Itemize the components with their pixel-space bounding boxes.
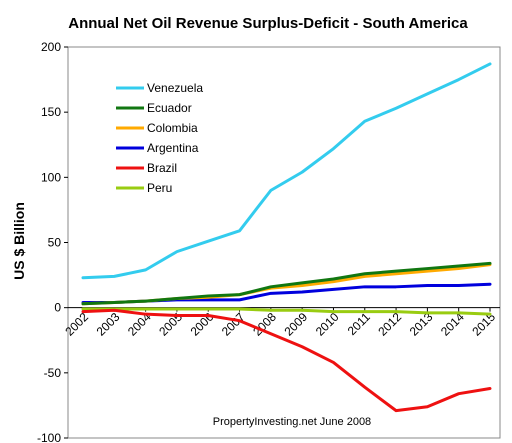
legend-label-venezuela: Venezuela — [147, 81, 203, 95]
y-tick-label: 0 — [54, 301, 61, 315]
legend-label-ecuador: Ecuador — [147, 101, 192, 115]
series-line-brazil — [81, 308, 492, 413]
x-tick-label: 2009 — [281, 310, 310, 339]
series-line-peru — [81, 307, 492, 316]
x-tick-label: 2012 — [375, 310, 404, 339]
x-tick-label: 2007 — [219, 310, 248, 339]
y-tick-label: 200 — [41, 40, 61, 54]
legend-label-brazil: Brazil — [147, 161, 177, 175]
y-axis-label: US $ Billion — [11, 202, 27, 280]
y-tick-label: 50 — [48, 236, 62, 250]
x-tick-label: 2010 — [313, 310, 342, 339]
series-line-venezuela — [81, 62, 492, 280]
y-tick-label: 100 — [41, 170, 61, 184]
chart-title: Annual Net Oil Revenue Surplus-Deficit -… — [68, 15, 468, 32]
legend-label-argentina: Argentina — [147, 141, 199, 155]
plot-frame — [67, 46, 501, 439]
legend-label-peru: Peru — [147, 181, 172, 195]
x-tick-label: 2002 — [62, 310, 91, 339]
legend: Venezuela Ecuador Colombia Argentina Brazil P… — [116, 81, 203, 195]
y-tick-label: 150 — [41, 105, 61, 119]
credit-annotation: PropertyInvesting.net June 2008 — [213, 416, 371, 428]
x-tick-label: 2003 — [94, 310, 123, 339]
legend-label-colombia: Colombia — [147, 121, 198, 135]
series-line-ecuador — [81, 261, 492, 306]
x-tick-label: 2011 — [345, 310, 373, 338]
y-tick-label: -50 — [44, 366, 62, 380]
y-tick-label: -100 — [37, 431, 61, 443]
